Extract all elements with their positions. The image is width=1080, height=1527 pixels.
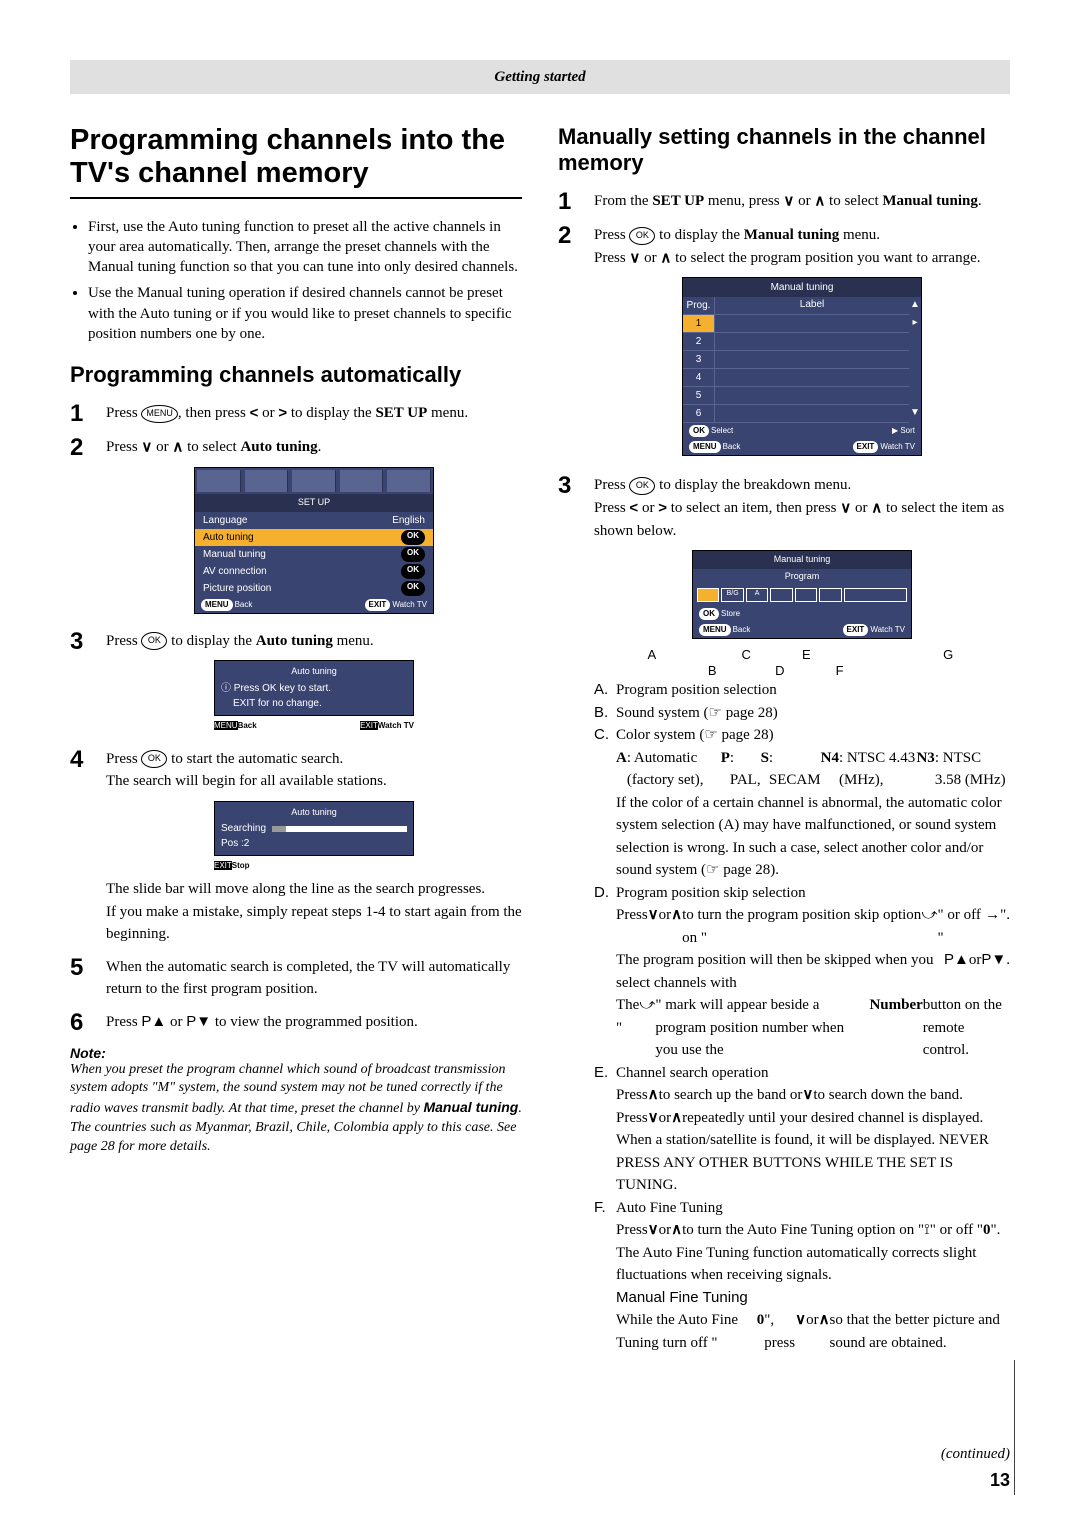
step-number: 1 (70, 402, 92, 426)
step-2: 2 Press ∨ or ∧ to select Auto tuning. SE… (70, 436, 522, 619)
step-3: 3 Press OK to display the breakdown menu… (558, 474, 1010, 1354)
step-number: 4 (70, 748, 92, 946)
step-body: Press OK to display the Auto tuning menu… (106, 630, 522, 738)
step-body: When the automatic search is completed, … (106, 956, 522, 1001)
step-number: 6 (70, 1011, 92, 1035)
ok-button-icon: OK (629, 477, 655, 495)
sub-heading-right: Manually setting channels in the channel… (558, 124, 1010, 176)
step-body: Press ∨ or ∧ to select Auto tuning. SET … (106, 436, 522, 619)
step-number: 2 (558, 224, 580, 464)
page-number: 13 (990, 1470, 1010, 1491)
breakdown-list: A.Program position selection B.Sound sys… (594, 679, 1010, 1354)
main-heading: Programming channels into the TV's chann… (70, 124, 522, 199)
auto-steps: 1 Press MENU, then press < or > to displ… (70, 402, 522, 1034)
osd-setup: SET UP LanguageEnglish Auto tuningOK Man… (194, 467, 434, 614)
ok-button-icon: OK (629, 227, 655, 245)
ok-button-icon: OK (141, 750, 167, 768)
note-body: When you preset the program channel whic… (70, 1061, 522, 1157)
continued-label: (continued) (941, 1446, 1010, 1463)
step-number: 5 (70, 956, 92, 1001)
step-body: Press OK to start the automatic search. … (106, 748, 522, 946)
osd-auto-tuning-progress: Auto tuning Searching Pos :2 EXITStop (214, 801, 414, 873)
osd-program: Manual tuning Program B/G A OKSt (692, 550, 912, 639)
step-3: 3 Press OK to display the Auto tuning me… (70, 630, 522, 738)
axis-labels: A B C D E F G (634, 645, 970, 679)
step-6: 6 Press P▲ or P▼ to view the programmed … (70, 1011, 522, 1035)
step-4: 4 Press OK to start the automatic search… (70, 748, 522, 946)
menu-button-icon: MENU (141, 405, 178, 423)
page-divider (1014, 1360, 1015, 1495)
section-title: Getting started (494, 69, 585, 85)
ok-button-icon: OK (141, 632, 167, 650)
step-body: Press MENU, then press < or > to display… (106, 402, 522, 426)
osd-manual-tuning-table: Manual tuning Prog.Label▲ 1▸ 2 3 4 5 6▼ … (682, 277, 922, 456)
step-number: 3 (70, 630, 92, 738)
intro-item: Use the Manual tuning operation if desir… (88, 283, 522, 344)
step-5: 5 When the automatic search is completed… (70, 956, 522, 1001)
sub-heading: Programming channels automatically (70, 362, 522, 388)
left-column: Programming channels into the TV's chann… (70, 124, 522, 1364)
right-column: Manually setting channels in the channel… (558, 124, 1010, 1364)
section-header: Getting started (70, 60, 1010, 94)
step-number: 1 (558, 190, 580, 214)
step-body: From the SET UP menu, press ∨ or ∧ to se… (594, 190, 1010, 214)
step-body: Press OK to display the Manual tuning me… (594, 224, 1010, 464)
two-column-layout: Programming channels into the TV's chann… (70, 124, 1010, 1364)
note-heading: Note: (70, 1045, 522, 1061)
step-body: Press OK to display the breakdown menu. … (594, 474, 1010, 1354)
step-number: 3 (558, 474, 580, 1354)
manual-steps: 1 From the SET UP menu, press ∨ or ∧ to … (558, 190, 1010, 1354)
step-body: Press P▲ or P▼ to view the programmed po… (106, 1011, 522, 1035)
step-1: 1 From the SET UP menu, press ∨ or ∧ to … (558, 190, 1010, 214)
step-number: 2 (70, 436, 92, 619)
step-2: 2 Press OK to display the Manual tuning … (558, 224, 1010, 464)
intro-list: First, use the Auto tuning function to p… (70, 217, 522, 345)
osd-auto-tuning-prompt: Auto tuning ⓘ Press OK key to start. EXI… (214, 660, 414, 732)
intro-item: First, use the Auto tuning function to p… (88, 217, 522, 278)
step-1: 1 Press MENU, then press < or > to displ… (70, 402, 522, 426)
